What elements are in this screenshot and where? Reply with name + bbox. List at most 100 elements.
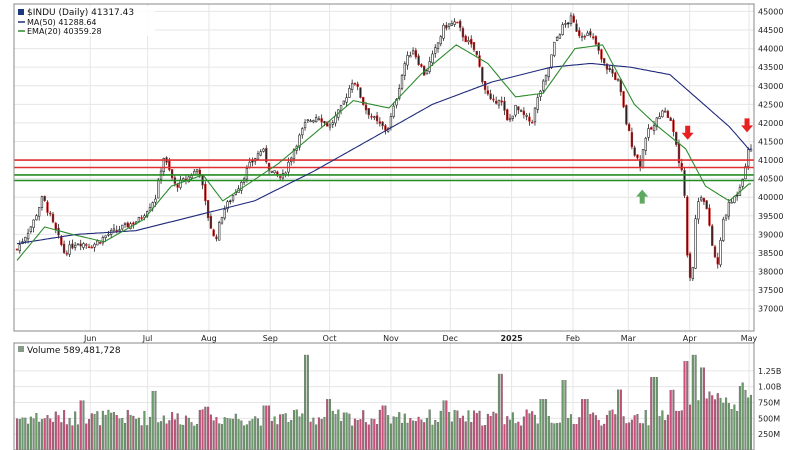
volume-bar	[691, 354, 694, 450]
volume-tick-label: 750M	[758, 399, 780, 408]
price-tick-label: 44000	[758, 45, 783, 54]
volume-bar	[60, 422, 63, 450]
candle-body	[475, 50, 478, 55]
candle-body	[533, 107, 537, 123]
candle-body	[483, 80, 487, 90]
volume-panel-frame	[13, 342, 755, 450]
candle-body	[328, 124, 332, 128]
volume-bar	[276, 424, 279, 450]
candle-body	[46, 201, 49, 213]
candle-body	[711, 225, 714, 246]
volume-bar	[212, 420, 215, 450]
candle-body	[492, 98, 495, 101]
candle-body	[389, 116, 393, 128]
date-tick-label: Mar	[621, 334, 637, 343]
candle-body	[176, 184, 179, 188]
candle-body	[627, 124, 631, 132]
candle-body	[29, 226, 33, 232]
volume-bar	[157, 422, 160, 450]
candle-body	[702, 197, 706, 203]
volume-bar	[445, 400, 448, 450]
candle-body	[445, 25, 448, 29]
candle-body	[747, 149, 750, 167]
candle-body	[470, 38, 473, 45]
volume-bar	[450, 421, 453, 450]
volume-bar	[633, 415, 636, 450]
candle-body	[353, 82, 357, 85]
candle-body	[708, 207, 711, 226]
volume-bar	[647, 425, 650, 450]
volume-bar	[315, 424, 318, 450]
volume-bar	[232, 418, 235, 450]
candle-body	[619, 79, 622, 93]
volume-bar	[140, 425, 143, 450]
volume-bar	[520, 425, 523, 450]
volume-bar	[71, 425, 74, 450]
candle-body	[400, 74, 404, 89]
volume-bar	[27, 423, 30, 450]
candle-body	[60, 236, 63, 245]
volume-bar	[689, 404, 692, 450]
volume-bar	[406, 422, 409, 450]
volume-bar	[378, 409, 381, 450]
candle-body	[741, 178, 744, 187]
candle-body	[608, 68, 611, 70]
volume-bar	[220, 424, 223, 450]
volume-marker-icon	[18, 346, 24, 352]
candle-body	[195, 169, 199, 172]
candle-body	[567, 22, 570, 25]
candle-body	[218, 222, 221, 241]
volume-bar	[400, 422, 404, 450]
candle-body	[398, 88, 401, 99]
candle-body	[686, 196, 689, 256]
volume-bar	[154, 390, 157, 450]
candle-body	[472, 42, 476, 51]
volume-bar	[677, 411, 681, 450]
candle-body	[447, 23, 451, 27]
price-tick-label: 41000	[758, 156, 783, 165]
volume-bar	[179, 424, 182, 450]
volume-bar	[359, 419, 362, 450]
candle-body	[724, 214, 728, 219]
volume-bar	[171, 412, 174, 450]
volume-bar	[90, 413, 93, 450]
candle-body	[669, 117, 672, 122]
volume-bar	[564, 380, 567, 450]
candle-body	[301, 128, 304, 136]
volume-bar	[334, 414, 337, 450]
volume-bar	[708, 391, 711, 450]
volume-bar	[556, 423, 559, 450]
volume-bar	[702, 367, 705, 450]
volume-bar	[24, 417, 27, 450]
volume-bar	[713, 399, 717, 450]
volume-bar	[204, 406, 207, 450]
candle-body	[550, 54, 553, 69]
candle-body	[658, 116, 661, 120]
candle-body	[605, 63, 609, 70]
candle-body	[614, 72, 617, 80]
candle-body	[24, 237, 27, 242]
volume-bar	[481, 425, 484, 450]
volume-bar	[705, 398, 708, 450]
volume-bar	[104, 414, 107, 450]
candle-body	[198, 169, 201, 176]
volume-bar	[256, 418, 259, 450]
volume-bar	[569, 414, 572, 450]
candle-body	[90, 246, 93, 249]
volume-bar	[658, 416, 661, 450]
volume-bar	[561, 380, 564, 450]
volume-bar	[148, 416, 151, 450]
candle-body	[630, 132, 634, 148]
volume-bar	[650, 377, 653, 450]
volume-bar	[389, 423, 392, 450]
volume-bar	[617, 389, 620, 450]
volume-bar	[550, 422, 553, 450]
volume-bar	[697, 400, 700, 450]
volume-bar	[367, 424, 370, 450]
volume-bar	[110, 412, 113, 450]
candle-body	[362, 96, 365, 105]
volume-bar	[387, 415, 390, 450]
candle-body	[309, 120, 312, 123]
volume-bar	[558, 422, 561, 450]
volume-bar	[101, 410, 104, 450]
